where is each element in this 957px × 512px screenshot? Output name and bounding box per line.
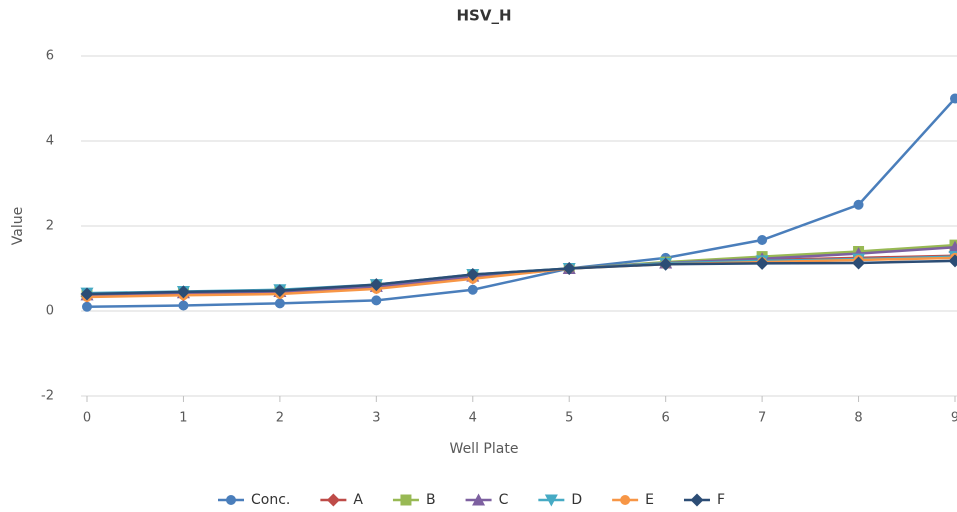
x-tick-label: 8 — [854, 411, 862, 426]
y-tick-label: 2 — [46, 219, 54, 234]
x-tick-label: 3 — [372, 411, 380, 426]
marker — [948, 240, 957, 253]
marker — [659, 257, 673, 271]
legend-item: D — [538, 492, 582, 508]
x-tick-label: 6 — [662, 411, 670, 426]
y-axis-title: Value — [10, 207, 26, 245]
legend-label: D — [571, 492, 582, 508]
series — [82, 252, 957, 302]
chart-title: HSV_H — [456, 7, 511, 25]
marker — [467, 284, 478, 295]
y-tick-label: 4 — [46, 134, 54, 149]
marker — [472, 493, 486, 506]
marker — [80, 287, 94, 301]
series — [82, 93, 957, 312]
marker — [400, 494, 412, 506]
y-tick-label: -2 — [41, 389, 54, 404]
legend-label: E — [645, 492, 654, 508]
legend-item: A — [320, 492, 363, 508]
series-line — [86, 243, 956, 296]
legend-item: C — [465, 492, 509, 508]
marker — [274, 298, 285, 309]
marker — [620, 495, 631, 505]
series-line — [86, 256, 956, 299]
x-tick-label: 2 — [276, 411, 284, 426]
series — [80, 254, 957, 301]
legend-item: F — [683, 492, 725, 508]
marker — [176, 285, 190, 299]
marker — [948, 254, 957, 268]
marker — [371, 295, 382, 306]
marker — [690, 493, 704, 507]
marker — [757, 235, 768, 246]
marker — [853, 199, 864, 210]
y-tick-label: 6 — [46, 49, 54, 64]
legend-label: C — [499, 492, 509, 508]
legend-label: A — [353, 492, 363, 508]
series-line — [86, 259, 956, 296]
marker — [950, 93, 957, 104]
legend-label: B — [426, 492, 436, 508]
legend-item: B — [392, 492, 436, 508]
legend-item: Conc. — [218, 492, 290, 508]
marker — [369, 278, 383, 292]
legend-label: F — [717, 492, 725, 508]
marker — [273, 284, 287, 298]
x-axis-title: Well Plate — [450, 441, 519, 457]
marker — [852, 256, 866, 270]
marker — [466, 267, 480, 281]
legend-label: Conc. — [251, 492, 290, 508]
x-tick-label: 4 — [469, 411, 477, 426]
x-tick-label: 9 — [951, 411, 957, 426]
marker — [178, 300, 189, 311]
marker — [226, 495, 236, 505]
y-tick-label: 0 — [46, 304, 54, 319]
marker — [562, 262, 576, 275]
marker — [755, 256, 769, 270]
marker — [326, 493, 340, 507]
x-tick-label: 5 — [565, 411, 573, 426]
x-tick-label: 1 — [179, 411, 187, 426]
marker — [544, 494, 558, 507]
legend-item: E — [612, 492, 654, 508]
x-tick-label: 7 — [758, 411, 766, 426]
x-tick-label: 0 — [83, 411, 91, 426]
series-line — [86, 97, 956, 308]
marker — [82, 301, 92, 312]
